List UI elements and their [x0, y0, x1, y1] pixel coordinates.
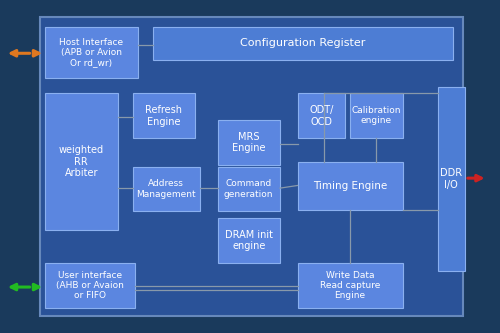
Bar — [218, 218, 280, 263]
Bar — [218, 166, 280, 211]
Text: Refresh
Engine: Refresh Engine — [145, 105, 182, 127]
Bar — [350, 93, 403, 138]
Text: Timing Engine: Timing Engine — [313, 180, 387, 191]
Text: User interface
(AHB or Avaion
or FIFO: User interface (AHB or Avaion or FIFO — [56, 271, 124, 300]
Text: Calibration
engine: Calibration engine — [352, 106, 401, 126]
Text: ODT/
OCD: ODT/ OCD — [309, 105, 334, 127]
Bar — [132, 166, 200, 211]
Text: weighted
RR
Arbiter: weighted RR Arbiter — [58, 145, 104, 178]
Bar — [438, 87, 465, 271]
Text: DRAM init
engine: DRAM init engine — [225, 230, 273, 251]
Text: DDR
I/O: DDR I/O — [440, 168, 462, 190]
Bar — [218, 120, 280, 165]
Bar — [45, 93, 118, 230]
Bar — [45, 263, 135, 308]
Text: Address
Management: Address Management — [136, 179, 196, 199]
Bar — [40, 17, 463, 316]
Text: Command
generation: Command generation — [224, 179, 274, 199]
Bar — [298, 93, 345, 138]
Text: Configuration Register: Configuration Register — [240, 38, 365, 48]
Bar — [298, 263, 403, 308]
Bar — [298, 162, 403, 210]
Text: MRS
Engine: MRS Engine — [232, 132, 266, 153]
Text: Host Interface
(APB or Avion
Or rd_wr): Host Interface (APB or Avion Or rd_wr) — [59, 38, 124, 67]
Text: Write Data
Read capture
Engine: Write Data Read capture Engine — [320, 271, 380, 300]
Bar — [132, 93, 195, 138]
Bar — [152, 27, 453, 60]
Bar — [45, 27, 138, 78]
